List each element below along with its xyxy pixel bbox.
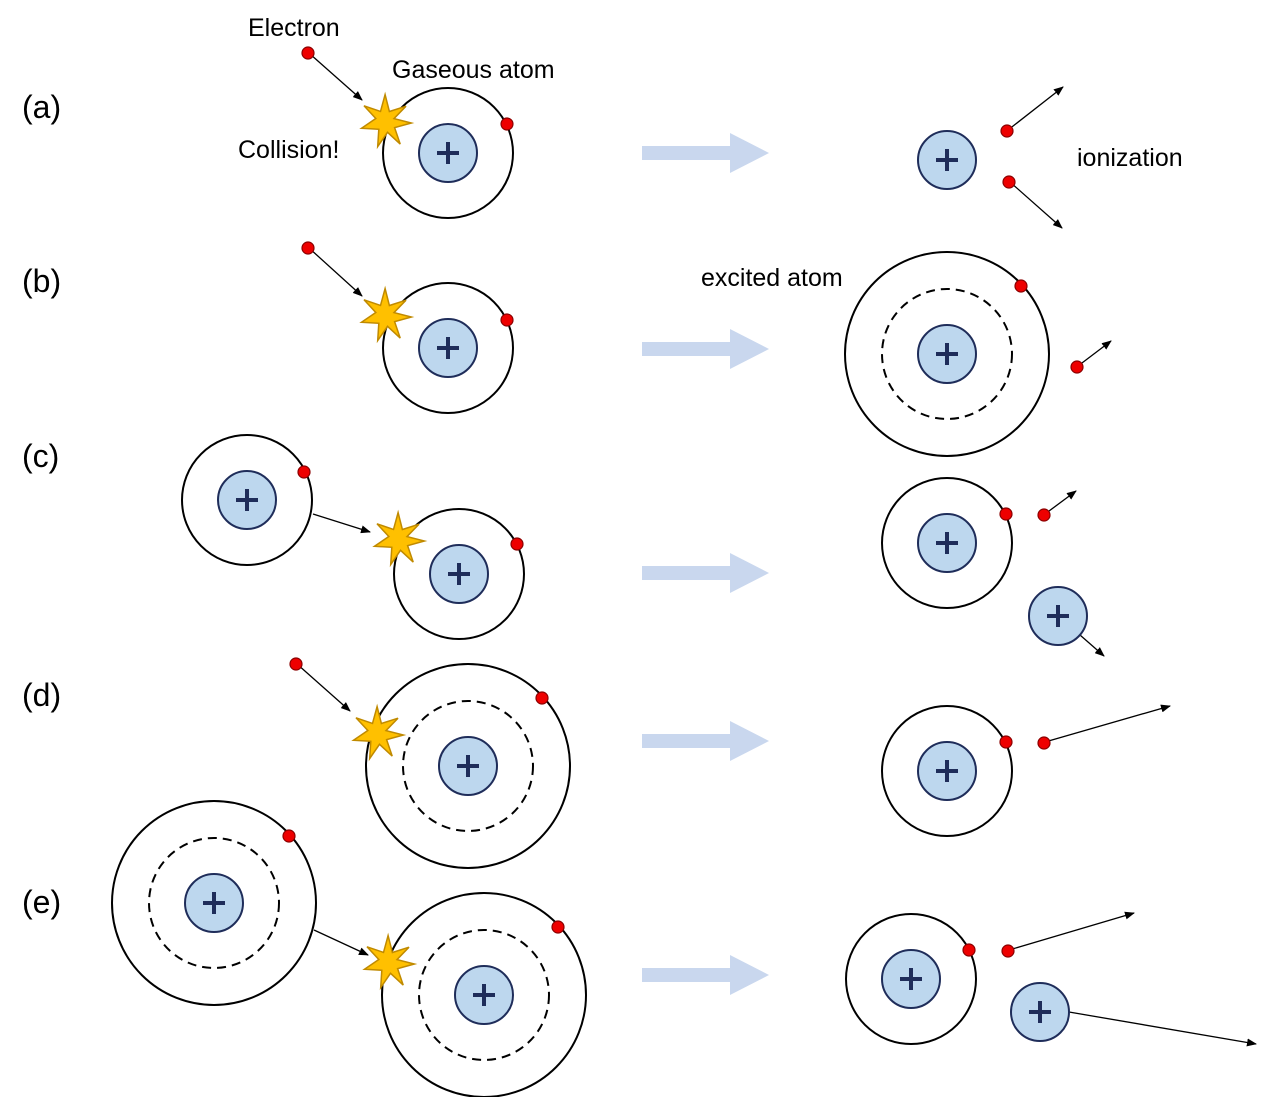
excited-atom-ground-orbit xyxy=(402,700,534,832)
ejected-electron-path-2 xyxy=(1009,181,1063,229)
nucleus xyxy=(428,543,490,605)
process-arrow-a xyxy=(642,133,769,173)
process-arrow-c xyxy=(642,553,769,593)
ion-path xyxy=(1068,1011,1257,1047)
ejected-electron-path-1 xyxy=(1007,86,1064,131)
product-atom-orbit xyxy=(881,477,1013,609)
product-atom-electron xyxy=(999,507,1013,521)
row-label-a: (a) xyxy=(22,89,61,125)
process-arrow-b xyxy=(642,329,769,369)
scattered-electron-path xyxy=(1077,340,1112,367)
nucleus xyxy=(417,317,479,379)
incoming-excited-atom-nucleus xyxy=(183,872,245,934)
process-arrow-e xyxy=(642,955,769,995)
row-label-b: (b) xyxy=(22,263,61,299)
ejected-electron-1 xyxy=(1000,124,1014,138)
incoming-electron xyxy=(289,657,303,671)
atom-orbit xyxy=(382,282,514,414)
ejected-electron-path xyxy=(1044,704,1171,743)
incoming-electron xyxy=(301,241,315,255)
product-atom-electron xyxy=(962,943,976,957)
excited-electron xyxy=(535,691,549,705)
ejected-electron-2 xyxy=(1002,175,1016,189)
product-atom-nucleus xyxy=(916,512,978,574)
excited-atom-ground-orbit xyxy=(881,288,1013,420)
ion-nucleus xyxy=(1009,981,1071,1043)
collision-star-icon xyxy=(359,91,415,150)
incoming-atom-path xyxy=(312,513,371,534)
excited-electron xyxy=(1014,279,1028,293)
incoming-excited-atom-ground-orbit xyxy=(148,837,280,969)
row-b xyxy=(301,241,1112,457)
collision-star-icon xyxy=(359,285,415,344)
excited-atom-outer-orbit xyxy=(365,663,571,869)
excited-atom-outer-orbit xyxy=(844,251,1050,457)
excited-atom-ground-orbit xyxy=(418,929,550,1061)
excited-atom-label: excited atom xyxy=(701,264,843,292)
row-label-c: (c) xyxy=(22,438,59,474)
incoming-atom-electron xyxy=(297,465,311,479)
incoming-atom-path xyxy=(313,929,369,956)
incoming-electron-path xyxy=(308,247,363,297)
bound-electron xyxy=(500,117,514,131)
ion-nucleus xyxy=(1027,585,1089,647)
incoming-excited-atom-outer-orbit xyxy=(111,800,317,1006)
product-atom-nucleus xyxy=(916,740,978,802)
incoming-electron-path xyxy=(296,663,351,712)
ejected-electron xyxy=(1037,508,1051,522)
excited-atom-nucleus xyxy=(916,323,978,385)
ejected-electron-path xyxy=(1008,911,1135,951)
row-e xyxy=(111,800,1257,1097)
process-arrow-d xyxy=(642,721,769,761)
excited-atom-nucleus xyxy=(437,735,499,797)
gaseous-atom-label: Gaseous atom xyxy=(392,56,555,84)
ejected-electron xyxy=(1037,736,1051,750)
row-label-d: (d) xyxy=(22,677,61,713)
excited-atom-outer-orbit xyxy=(381,892,587,1097)
scattered-electron xyxy=(1070,360,1084,374)
row-label-e: (e) xyxy=(22,884,61,920)
product-atom-nucleus xyxy=(880,948,942,1010)
product-atom-electron xyxy=(999,735,1013,749)
excited-atom-nucleus xyxy=(453,964,515,1026)
process-arrows xyxy=(642,133,769,995)
ejected-electron xyxy=(1001,944,1015,958)
incoming-excited-atom-electron xyxy=(282,829,296,843)
incoming-atom-nucleus xyxy=(216,469,278,531)
nucleus xyxy=(417,122,479,184)
excited-electron xyxy=(551,920,565,934)
bound-electron xyxy=(510,537,524,551)
collision-star-icon xyxy=(362,932,418,991)
ion-nucleus xyxy=(916,129,978,191)
collision-star-icon xyxy=(372,509,428,568)
atom-orbit xyxy=(393,508,525,640)
ejected-electron-path xyxy=(1044,490,1077,515)
electron-label: Electron xyxy=(248,14,340,42)
row-c xyxy=(181,434,1105,657)
atom-orbit xyxy=(382,87,514,219)
bound-electron xyxy=(500,313,514,327)
product-atom-orbit xyxy=(881,705,1013,837)
collision-star-icon xyxy=(351,703,407,762)
ionization-label: ionization xyxy=(1077,144,1183,172)
row-d xyxy=(289,657,1171,869)
incoming-atom-orbit xyxy=(181,434,313,566)
product-atom-orbit xyxy=(845,913,977,1045)
row-a xyxy=(301,46,1064,229)
incoming-electron xyxy=(301,46,315,60)
incoming-electron-path xyxy=(309,53,363,101)
collision-label: Collision! xyxy=(238,136,339,164)
